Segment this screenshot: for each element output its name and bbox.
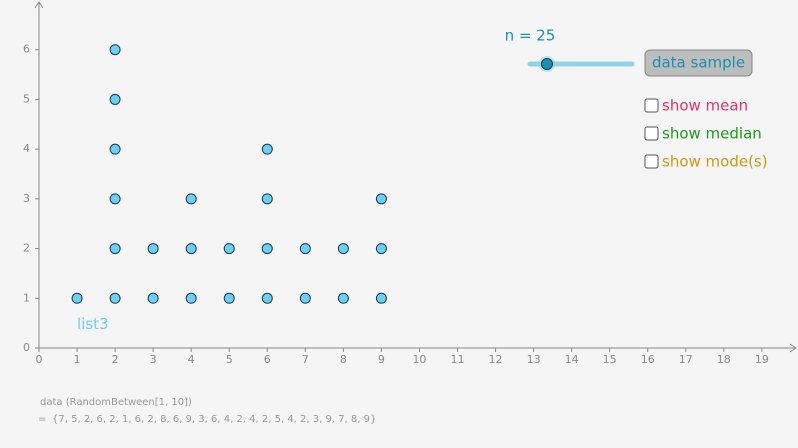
x-tick-label: 16: [641, 353, 655, 366]
algebra-definition: data (RandomBetween[1, 10]): [40, 397, 192, 408]
slider-knob[interactable]: [541, 58, 553, 70]
dot: [109, 193, 121, 205]
x-tick-label: 19: [755, 353, 769, 366]
sample-button[interactable]: [644, 49, 753, 77]
x-tick-label: 17: [679, 353, 693, 366]
dot: [261, 292, 273, 304]
x-tick-label: 1: [74, 353, 81, 366]
dot: [375, 193, 387, 205]
y-tick-label: 2: [23, 242, 30, 255]
dot: [375, 292, 387, 304]
x-tick-label: 12: [489, 353, 503, 366]
checkbox[interactable]: [644, 126, 659, 141]
x-tick-label: 8: [340, 353, 347, 366]
x-tick-label: 10: [412, 353, 426, 366]
dot: [261, 143, 273, 155]
x-tick-label: 4: [188, 353, 195, 366]
slider-label: n = 25: [505, 27, 556, 45]
axes: [34, 1, 797, 353]
x-tick-label: 0: [36, 353, 43, 366]
x-tick-label: 7: [302, 353, 309, 366]
y-tick-label: 4: [23, 142, 30, 155]
dot: [147, 292, 159, 304]
x-tick-label: 11: [450, 353, 464, 366]
x-tick-label: 5: [226, 353, 233, 366]
sample-button-label: data sample: [652, 54, 745, 72]
checkbox[interactable]: [644, 98, 659, 113]
dot: [223, 243, 235, 255]
dot: [71, 292, 83, 304]
dot: [109, 93, 121, 105]
algebra-equals: =: [38, 414, 46, 425]
x-tick-label: 13: [527, 353, 541, 366]
y-tick-label: 1: [23, 291, 30, 304]
dot: [109, 243, 121, 255]
x-arrow: [789, 343, 797, 353]
x-tick-label: 18: [717, 353, 731, 366]
y-tick-label: 5: [23, 92, 30, 105]
dot: [185, 193, 197, 205]
dot: [185, 292, 197, 304]
algebra-value: {7, 5, 2, 6, 2, 1, 6, 2, 8, 6, 9, 3, 6, …: [52, 414, 376, 425]
x-tick-label: 6: [264, 353, 271, 366]
dot: [337, 292, 349, 304]
y-tick-label: 3: [23, 192, 30, 205]
y-tick-label: 6: [23, 43, 30, 56]
series-label: list3: [77, 315, 109, 333]
dot: [299, 292, 311, 304]
x-tick-label: 14: [565, 353, 579, 366]
checkbox-label: show mode(s): [662, 153, 768, 171]
y-tick-label: 0: [23, 341, 30, 354]
x-tick-label: 9: [378, 353, 385, 366]
x-tick-label: 3: [150, 353, 157, 366]
dot: [223, 292, 235, 304]
dot: [147, 243, 159, 255]
checkbox[interactable]: [644, 154, 659, 169]
dot: [261, 193, 273, 205]
y-arrow: [34, 1, 44, 9]
checkbox-label: show median: [662, 125, 762, 143]
dot: [299, 243, 311, 255]
x-tick-label: 15: [603, 353, 617, 366]
dot: [261, 243, 273, 255]
dot: [109, 44, 121, 56]
dot: [109, 143, 121, 155]
checkbox-label: show mean: [662, 97, 748, 115]
x-tick-label: 2: [112, 353, 119, 366]
dot: [109, 292, 121, 304]
dot: [337, 243, 349, 255]
dot: [185, 243, 197, 255]
dot: [375, 243, 387, 255]
